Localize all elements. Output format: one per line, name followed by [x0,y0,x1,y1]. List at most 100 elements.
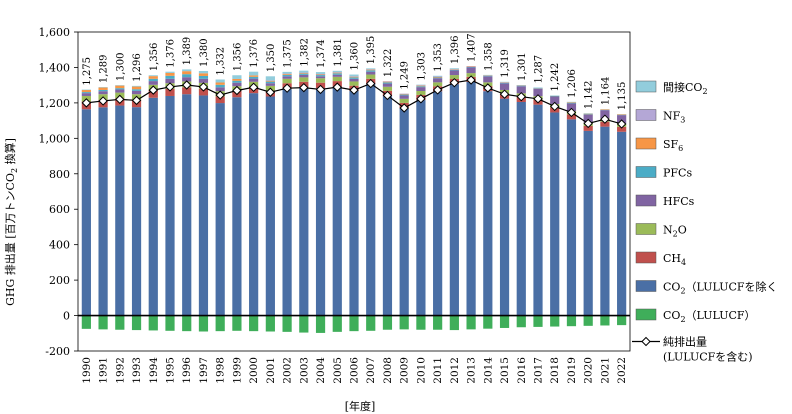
x-tick-label: 2004 [315,357,327,384]
bar-segment [617,114,627,115]
x-tick-label: 2012 [449,357,461,384]
y-tick-label: 1,600 [39,26,71,39]
bar-total-label: 1,356 [232,43,243,72]
bar-segment-lulucf [232,315,242,331]
bar-segment [416,86,426,88]
legend-swatch [635,223,657,235]
bar-segment [466,81,476,316]
bar-segment [182,74,192,78]
net-emissions-marker [98,96,108,106]
bar-segment [617,131,627,316]
bar-segment [232,78,242,81]
bar-segment [98,107,108,316]
legend-item-pfcs: PFCs [635,166,692,180]
bar-segment [449,69,459,71]
bar-segment-lulucf [198,315,209,332]
net-emissions-marker [583,118,593,129]
bar-segment [533,88,543,97]
bar-segment [332,74,342,77]
y-tick-label: 1,000 [39,132,71,145]
bar-segment [550,95,560,96]
bar-segment [533,104,543,316]
bar-segment-lulucf [382,315,393,330]
bar-segment-lulucf [265,315,275,332]
legend-label: HFCs [663,195,695,208]
bar-segment [182,71,192,75]
net-emissions-marker [148,85,158,95]
bar-segment [182,87,192,95]
bar-segment [232,80,242,83]
bar-segment [282,74,292,77]
x-tick-label: 2002 [282,357,294,384]
bar-segment [449,84,459,316]
net-emissions-marker [533,94,543,104]
bar-segment [382,86,393,91]
bar-total-label: 1,300 [115,53,126,82]
bar-total-label: 1,289 [99,54,110,83]
bar-segment [566,102,577,104]
bar-segment [382,81,393,82]
bar-segment-lulucf [617,315,627,326]
bar-total-label: 1,142 [584,81,595,110]
legend-item-nf3: NF3 [635,109,685,125]
bar-segment [165,71,175,73]
bar-segment [399,108,409,316]
net-emissions-marker [198,82,209,92]
y-tick-label: 200 [49,274,70,287]
bar-segment [215,103,225,316]
x-tick-label: 1998 [215,357,227,384]
bar-segment [98,87,108,88]
legend-item-net: 純排出量(LULUCFを含む) [632,335,753,364]
bar-segment [366,69,376,70]
bar-total-label: 1,358 [483,42,494,71]
y-axis: -200 0 200 400 600 800 1,000 1,200 1,400 1,600 [39,26,78,358]
legend-item-indirect: 間接CO2 [635,80,708,96]
bar-segment [198,95,209,316]
bar-segment [499,82,510,84]
bar-segment [483,91,493,316]
bar-segment [516,102,526,316]
bar-segment [550,112,560,316]
bar-segment [249,78,259,82]
x-tick-label: 1995 [165,357,177,384]
x-tick-label: 1992 [114,357,126,384]
bar-segment [366,68,376,70]
bar-segment [165,78,175,84]
bar-segment [433,76,443,77]
bar-segment [449,69,459,70]
bar-total-label: 1,375 [283,39,294,68]
bar-segment [98,89,108,92]
bar-total-label: 1,382 [299,38,310,67]
bar-segment [265,80,275,81]
x-tick-label: 2011 [432,357,444,384]
net-emissions-marker [516,91,526,102]
bar-segment [349,76,359,78]
bar-segment [148,76,158,79]
bar-segment [600,109,610,111]
net-emissions-marker [215,90,225,100]
plot-frame [77,31,631,352]
bar-total-label: 1,353 [433,43,444,72]
bar-segment-lulucf [399,315,409,330]
bar-total-label: 1,249 [400,61,411,90]
bar-segment [282,73,292,75]
x-tick-label: 2009 [399,357,411,384]
bar-segment-lulucf [449,315,459,331]
bar-segment [466,66,476,68]
bar-segment-lulucf [315,315,326,333]
net-emissions-marker [265,87,276,97]
bar-segment [399,95,409,99]
bar-segment [165,95,175,316]
bar-segment [416,91,426,95]
bar-segment [366,69,376,71]
bar-segment [249,76,259,79]
legend-item-hfcs: HFCs [635,194,695,208]
bar-segment [366,84,376,316]
bar-segment [165,88,175,96]
legend-swatch [635,280,657,292]
bar-segment-lulucf [249,315,259,332]
bar-segment [382,96,393,316]
x-axis: 1990 1991 1992 1993 1994 1995 1996 1997 1998 1999… [81,357,628,384]
legend-label: CO2（LULUCF） [663,309,756,324]
bar-total-label: 1,376 [249,39,260,68]
